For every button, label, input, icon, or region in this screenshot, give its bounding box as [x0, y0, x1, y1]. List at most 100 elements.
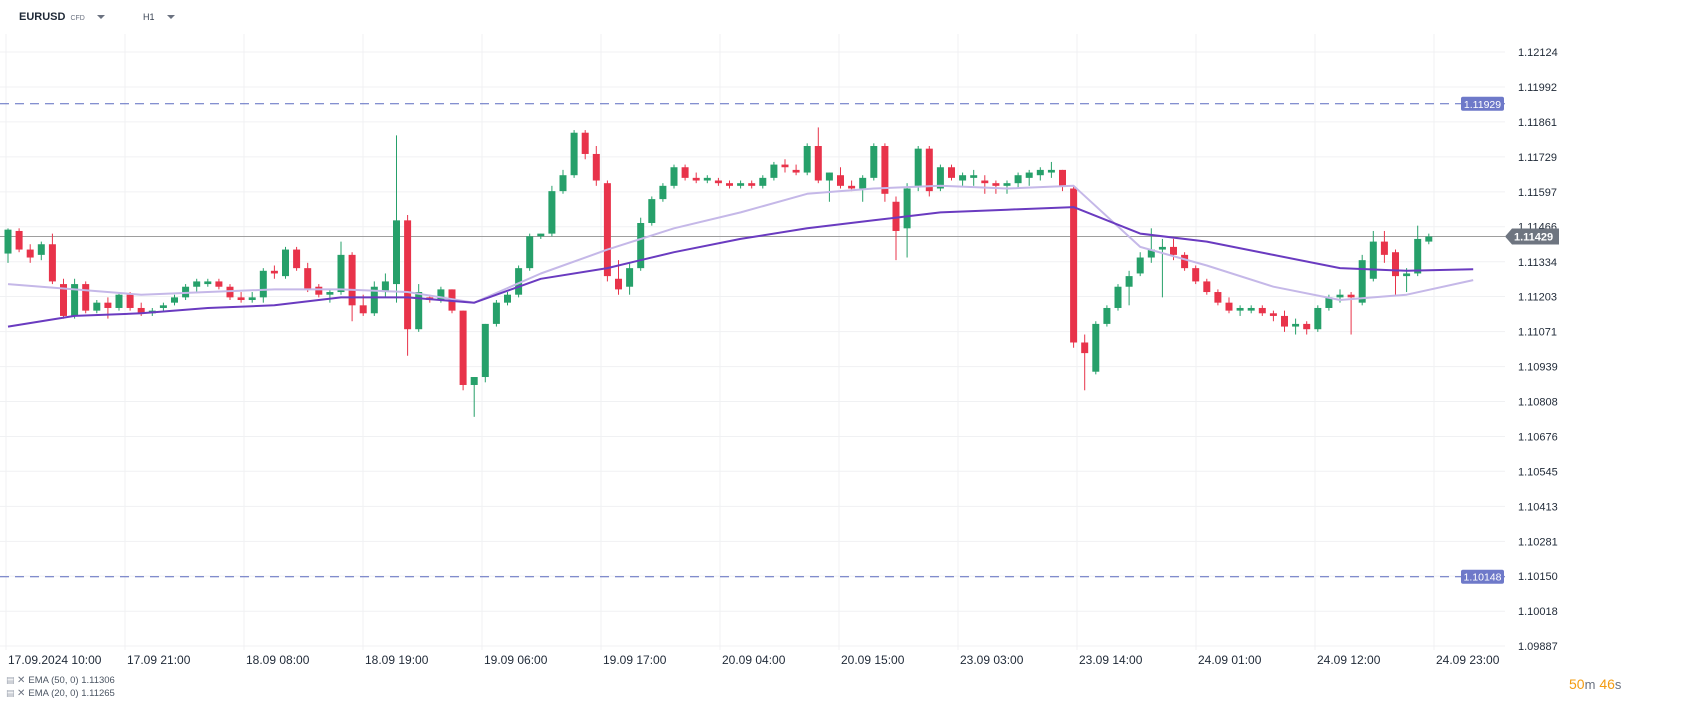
indicator-settings-icon[interactable]: ▤ — [6, 688, 15, 698]
time-tick-label: 24.09 12:00 — [1317, 653, 1381, 667]
candle — [481, 323, 489, 383]
candle-body — [936, 167, 944, 189]
candle-body — [648, 199, 656, 224]
legend-ema50-text: EMA (50, 0) 1.11306 — [28, 675, 115, 686]
candle — [1070, 185, 1078, 348]
candle-body — [1103, 307, 1111, 324]
candle — [981, 175, 989, 194]
candle-body — [1114, 286, 1122, 308]
candle — [1414, 225, 1422, 277]
candle-body — [726, 183, 733, 186]
candle-body — [193, 281, 201, 287]
candle-body — [48, 244, 56, 282]
price-tick-label: 1.11071 — [1518, 327, 1557, 339]
candle — [781, 159, 789, 173]
candle — [714, 177, 722, 186]
indicator-settings-icon[interactable]: ▤ — [6, 675, 15, 685]
price-tick-label: 1.11597 — [1518, 187, 1557, 199]
candle — [237, 292, 245, 303]
countdown-minutes: 50 — [1569, 676, 1585, 692]
candle — [60, 278, 67, 319]
candle — [903, 183, 911, 258]
level-line-label-bg — [1461, 96, 1504, 111]
candle-body — [803, 145, 811, 173]
candle — [1292, 318, 1300, 335]
legend-ema20-text: EMA (20, 0) 1.11265 — [28, 688, 115, 699]
candle-body — [1314, 307, 1322, 330]
candle-body — [204, 281, 212, 285]
candle-body — [925, 148, 933, 192]
candle-body — [903, 188, 911, 229]
price-tick-label: 1.10150 — [1518, 571, 1558, 583]
legend-ema20: ▤ ✕ EMA (20, 0) 1.11265 — [6, 687, 115, 700]
current-price-label: 1.11429 — [1514, 232, 1553, 244]
candle-body — [1303, 323, 1311, 330]
candle — [1281, 310, 1288, 332]
candle — [270, 265, 278, 279]
candle — [348, 252, 356, 322]
indicator-legend: ▤ ✕ EMA (50, 0) 1.11306 ▤ ✕ EMA (20, 0) … — [6, 674, 115, 700]
candle — [670, 164, 678, 189]
candle-body — [1292, 323, 1300, 327]
candle — [82, 281, 90, 314]
close-icon[interactable]: ✕ — [17, 675, 26, 686]
candle-body — [1003, 183, 1011, 186]
candle-body — [282, 249, 289, 277]
price-tick-label: 1.09887 — [1518, 641, 1558, 653]
candle-body — [626, 268, 634, 287]
candle — [48, 233, 56, 285]
candle-body — [1025, 172, 1033, 178]
candle — [404, 215, 412, 356]
candle-body — [1403, 273, 1411, 277]
candle-body — [770, 164, 778, 178]
symbol-selector[interactable]: EURUSD CFD — [19, 0, 105, 34]
candle-body — [115, 294, 123, 308]
price-tick-label: 1.10413 — [1518, 501, 1558, 513]
candle — [393, 135, 400, 303]
candle — [892, 196, 900, 261]
candle-body — [215, 281, 223, 287]
candle-body — [304, 268, 312, 290]
candle-body — [1170, 246, 1177, 255]
candle — [1136, 252, 1144, 277]
price-tick-label: 1.11729 — [1518, 152, 1557, 164]
horizontal-lines: 1.11929 1.10148 — [0, 96, 1505, 584]
candle-body — [981, 180, 989, 184]
timeframe-label: H1 — [143, 12, 155, 22]
candle — [1025, 169, 1033, 186]
timeframe-selector[interactable]: H1 — [143, 0, 175, 34]
candle-body — [559, 175, 567, 192]
candle-body — [237, 297, 245, 301]
candle — [381, 273, 389, 298]
price-tick-label: 1.12124 — [1518, 47, 1558, 59]
candle — [1314, 305, 1322, 332]
candle — [415, 284, 423, 332]
candle-body — [1236, 307, 1244, 311]
candle — [504, 292, 511, 306]
price-tick-label: 1.10939 — [1518, 362, 1558, 374]
candle — [814, 127, 822, 184]
candle — [914, 145, 922, 192]
close-icon[interactable]: ✕ — [17, 688, 26, 699]
candle — [93, 300, 101, 314]
chart-grid — [0, 34, 1505, 650]
candle — [215, 278, 223, 290]
candle-body — [959, 175, 967, 181]
candle-body — [1081, 342, 1089, 354]
price-tick-label: 1.11203 — [1518, 292, 1557, 304]
candle-body — [1136, 257, 1144, 274]
candle — [703, 175, 711, 184]
candle-body — [71, 284, 79, 316]
candle — [1203, 278, 1211, 295]
candle-body — [159, 305, 167, 308]
candle-body — [15, 230, 23, 250]
candle — [548, 185, 556, 237]
candle — [1380, 230, 1388, 263]
candle-body — [1225, 302, 1233, 311]
candle — [15, 228, 23, 253]
candle — [1214, 289, 1222, 306]
candle-body — [637, 223, 645, 269]
candle-body — [259, 270, 267, 298]
candle — [792, 164, 800, 176]
